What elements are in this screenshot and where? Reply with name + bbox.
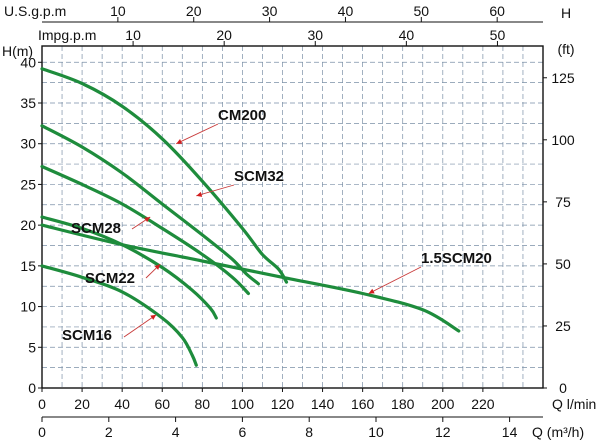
tick-label-usgpm: 10: [110, 3, 126, 19]
tick-label-m3h: 10: [368, 424, 384, 440]
plot-frame: [41, 45, 544, 389]
curve-scm32: [40, 124, 260, 286]
tick-label-lmin: 180: [391, 396, 415, 412]
tick-label-h-m: 40: [20, 54, 36, 70]
curve-scm22: [40, 215, 218, 320]
curve-scm28: [40, 164, 250, 296]
label-scm16: SCM16: [62, 327, 112, 344]
tick-label-h-m: 25: [20, 176, 36, 192]
arrowhead-scm22: [154, 264, 161, 270]
tick-label-h-ft: 100: [551, 132, 575, 148]
tick-label-usgpm: 40: [338, 3, 354, 19]
tick-label-usgpm: 50: [414, 3, 430, 19]
axis-title-m3h: Q (m³/h): [532, 424, 584, 440]
tick-label-lmin: 0: [38, 396, 46, 412]
tick-label-m3h: 14: [502, 424, 518, 440]
arrowhead-scm32: [196, 191, 203, 197]
tick-label-lmin: 40: [114, 396, 130, 412]
tick-label-lmin: 100: [231, 396, 255, 412]
axis-title-impgpm: Impg.p.m: [38, 27, 96, 43]
leader-scm16: [123, 314, 157, 338]
axis-title-h-m: H(m): [2, 43, 33, 59]
label-cm200: CM200: [218, 107, 266, 124]
tick-label-impgpm: 50: [490, 27, 506, 43]
arrowhead-1-5scm20: [368, 288, 375, 294]
tick-label-lmin: 20: [74, 396, 90, 412]
tick-label-usgpm: 30: [262, 3, 278, 19]
tick-label-lmin: 220: [471, 396, 495, 412]
tick-label-h-m: 15: [20, 258, 36, 274]
tick-label-m3h: 2: [105, 424, 113, 440]
tick-label-h-m: 30: [20, 136, 36, 152]
tick-label-lmin: 140: [311, 396, 335, 412]
leader-cm200: [176, 123, 219, 145]
axis-title-h-ft-line1: H: [561, 5, 571, 21]
axis-title-usgpm: U.S.g.p.m: [4, 3, 66, 19]
arrowhead-cm200: [176, 139, 183, 144]
curve-cm200: [40, 67, 289, 284]
grid: [42, 46, 543, 388]
tick-label-impgpm: 30: [307, 27, 323, 43]
tick-label-h-m: 35: [20, 95, 36, 111]
tick-label-h-m: 5: [28, 339, 36, 355]
tick-label-impgpm: 20: [216, 27, 232, 43]
arrowhead-scm28: [144, 217, 151, 223]
tick-label-lmin: 120: [271, 396, 295, 412]
tick-label-lmin: 160: [351, 396, 375, 412]
axis-title-h-ft-line2: (ft): [557, 41, 574, 57]
tick-label-h-ft: 75: [555, 194, 571, 210]
leader-1-5scm20: [368, 266, 422, 294]
tick-label-impgpm: 10: [125, 27, 141, 43]
label-scm22: SCM22: [85, 270, 135, 287]
tick-label-h-ft: 125: [551, 70, 575, 86]
annotations: CM200 SCM32 SCM28 SCM22 SCM16 1.5SCM20: [62, 107, 492, 344]
axis-titles: U.S.g.p.m Impg.p.m H(m) H (ft) Q l/min Q (m³/h…: [2, 3, 596, 440]
axis-title-lmin: Q l/min: [552, 396, 596, 412]
curve-scm16: [40, 264, 198, 367]
arrowhead-scm16: [150, 314, 157, 320]
tick-label-h-m: 10: [20, 299, 36, 315]
curves: [40, 67, 461, 367]
tick-label-m3h: 6: [239, 424, 247, 440]
tick-label-m3h: 12: [435, 424, 451, 440]
tick-label-h-m: 0: [28, 380, 36, 396]
label-scm28: SCM28: [71, 220, 121, 237]
tick-label-lmin: 60: [154, 396, 170, 412]
tick-label-h-ft: 25: [555, 318, 571, 334]
label-1-5scm20: 1.5SCM20: [421, 250, 492, 267]
tick-label-lmin: 80: [195, 396, 211, 412]
tick-label-h-ft: 50: [555, 256, 571, 272]
tick-label-m3h: 0: [38, 424, 46, 440]
tick-label-m3h: 8: [305, 424, 313, 440]
leader-scm32: [196, 184, 235, 197]
tick-label-h-m: 20: [20, 217, 36, 233]
label-scm32: SCM32: [234, 168, 284, 185]
tick-label-usgpm: 60: [489, 3, 505, 19]
tick-label-lmin: 200: [431, 396, 455, 412]
tick-label-h-ft: 0: [559, 380, 567, 396]
tick-label-impgpm: 40: [399, 27, 415, 43]
tick-label-m3h: 4: [172, 424, 180, 440]
tick-label-usgpm: 20: [186, 3, 202, 19]
